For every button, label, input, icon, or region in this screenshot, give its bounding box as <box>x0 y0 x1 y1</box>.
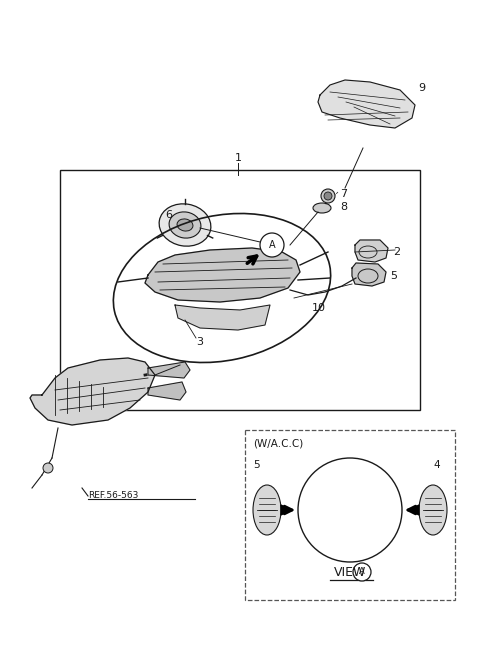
Text: 8: 8 <box>340 202 347 212</box>
Polygon shape <box>355 240 388 262</box>
Text: (W/A.C.C): (W/A.C.C) <box>253 439 303 449</box>
Text: 7: 7 <box>340 189 347 199</box>
Ellipse shape <box>419 485 447 535</box>
Text: VIEW: VIEW <box>334 565 366 579</box>
Ellipse shape <box>177 219 193 231</box>
Polygon shape <box>352 263 386 286</box>
Polygon shape <box>281 505 290 515</box>
Text: 1: 1 <box>235 153 241 163</box>
Text: 10: 10 <box>312 303 326 313</box>
Circle shape <box>321 189 335 203</box>
Text: 5: 5 <box>253 460 260 470</box>
Polygon shape <box>318 80 415 128</box>
Polygon shape <box>30 358 155 425</box>
Ellipse shape <box>159 204 211 246</box>
Bar <box>245 430 455 600</box>
Circle shape <box>353 563 371 581</box>
Text: REF.56-563: REF.56-563 <box>88 491 138 501</box>
Ellipse shape <box>313 203 331 213</box>
Text: 3: 3 <box>196 337 203 347</box>
Polygon shape <box>148 362 190 378</box>
Bar <box>60 170 420 410</box>
Polygon shape <box>410 505 419 515</box>
Text: 9: 9 <box>418 83 425 93</box>
Ellipse shape <box>335 514 365 530</box>
Circle shape <box>324 192 332 200</box>
Text: 2: 2 <box>393 247 400 257</box>
Ellipse shape <box>314 485 386 535</box>
Polygon shape <box>145 248 300 302</box>
Circle shape <box>298 458 402 562</box>
Text: 6: 6 <box>165 210 172 220</box>
Text: 5: 5 <box>390 271 397 281</box>
Ellipse shape <box>169 212 201 238</box>
Text: A: A <box>269 240 276 250</box>
Ellipse shape <box>253 485 281 535</box>
Polygon shape <box>148 382 186 400</box>
Circle shape <box>43 463 53 473</box>
Ellipse shape <box>326 491 374 519</box>
Polygon shape <box>175 305 270 330</box>
Text: A: A <box>359 567 365 577</box>
Text: 4: 4 <box>433 460 440 470</box>
Circle shape <box>260 233 284 257</box>
